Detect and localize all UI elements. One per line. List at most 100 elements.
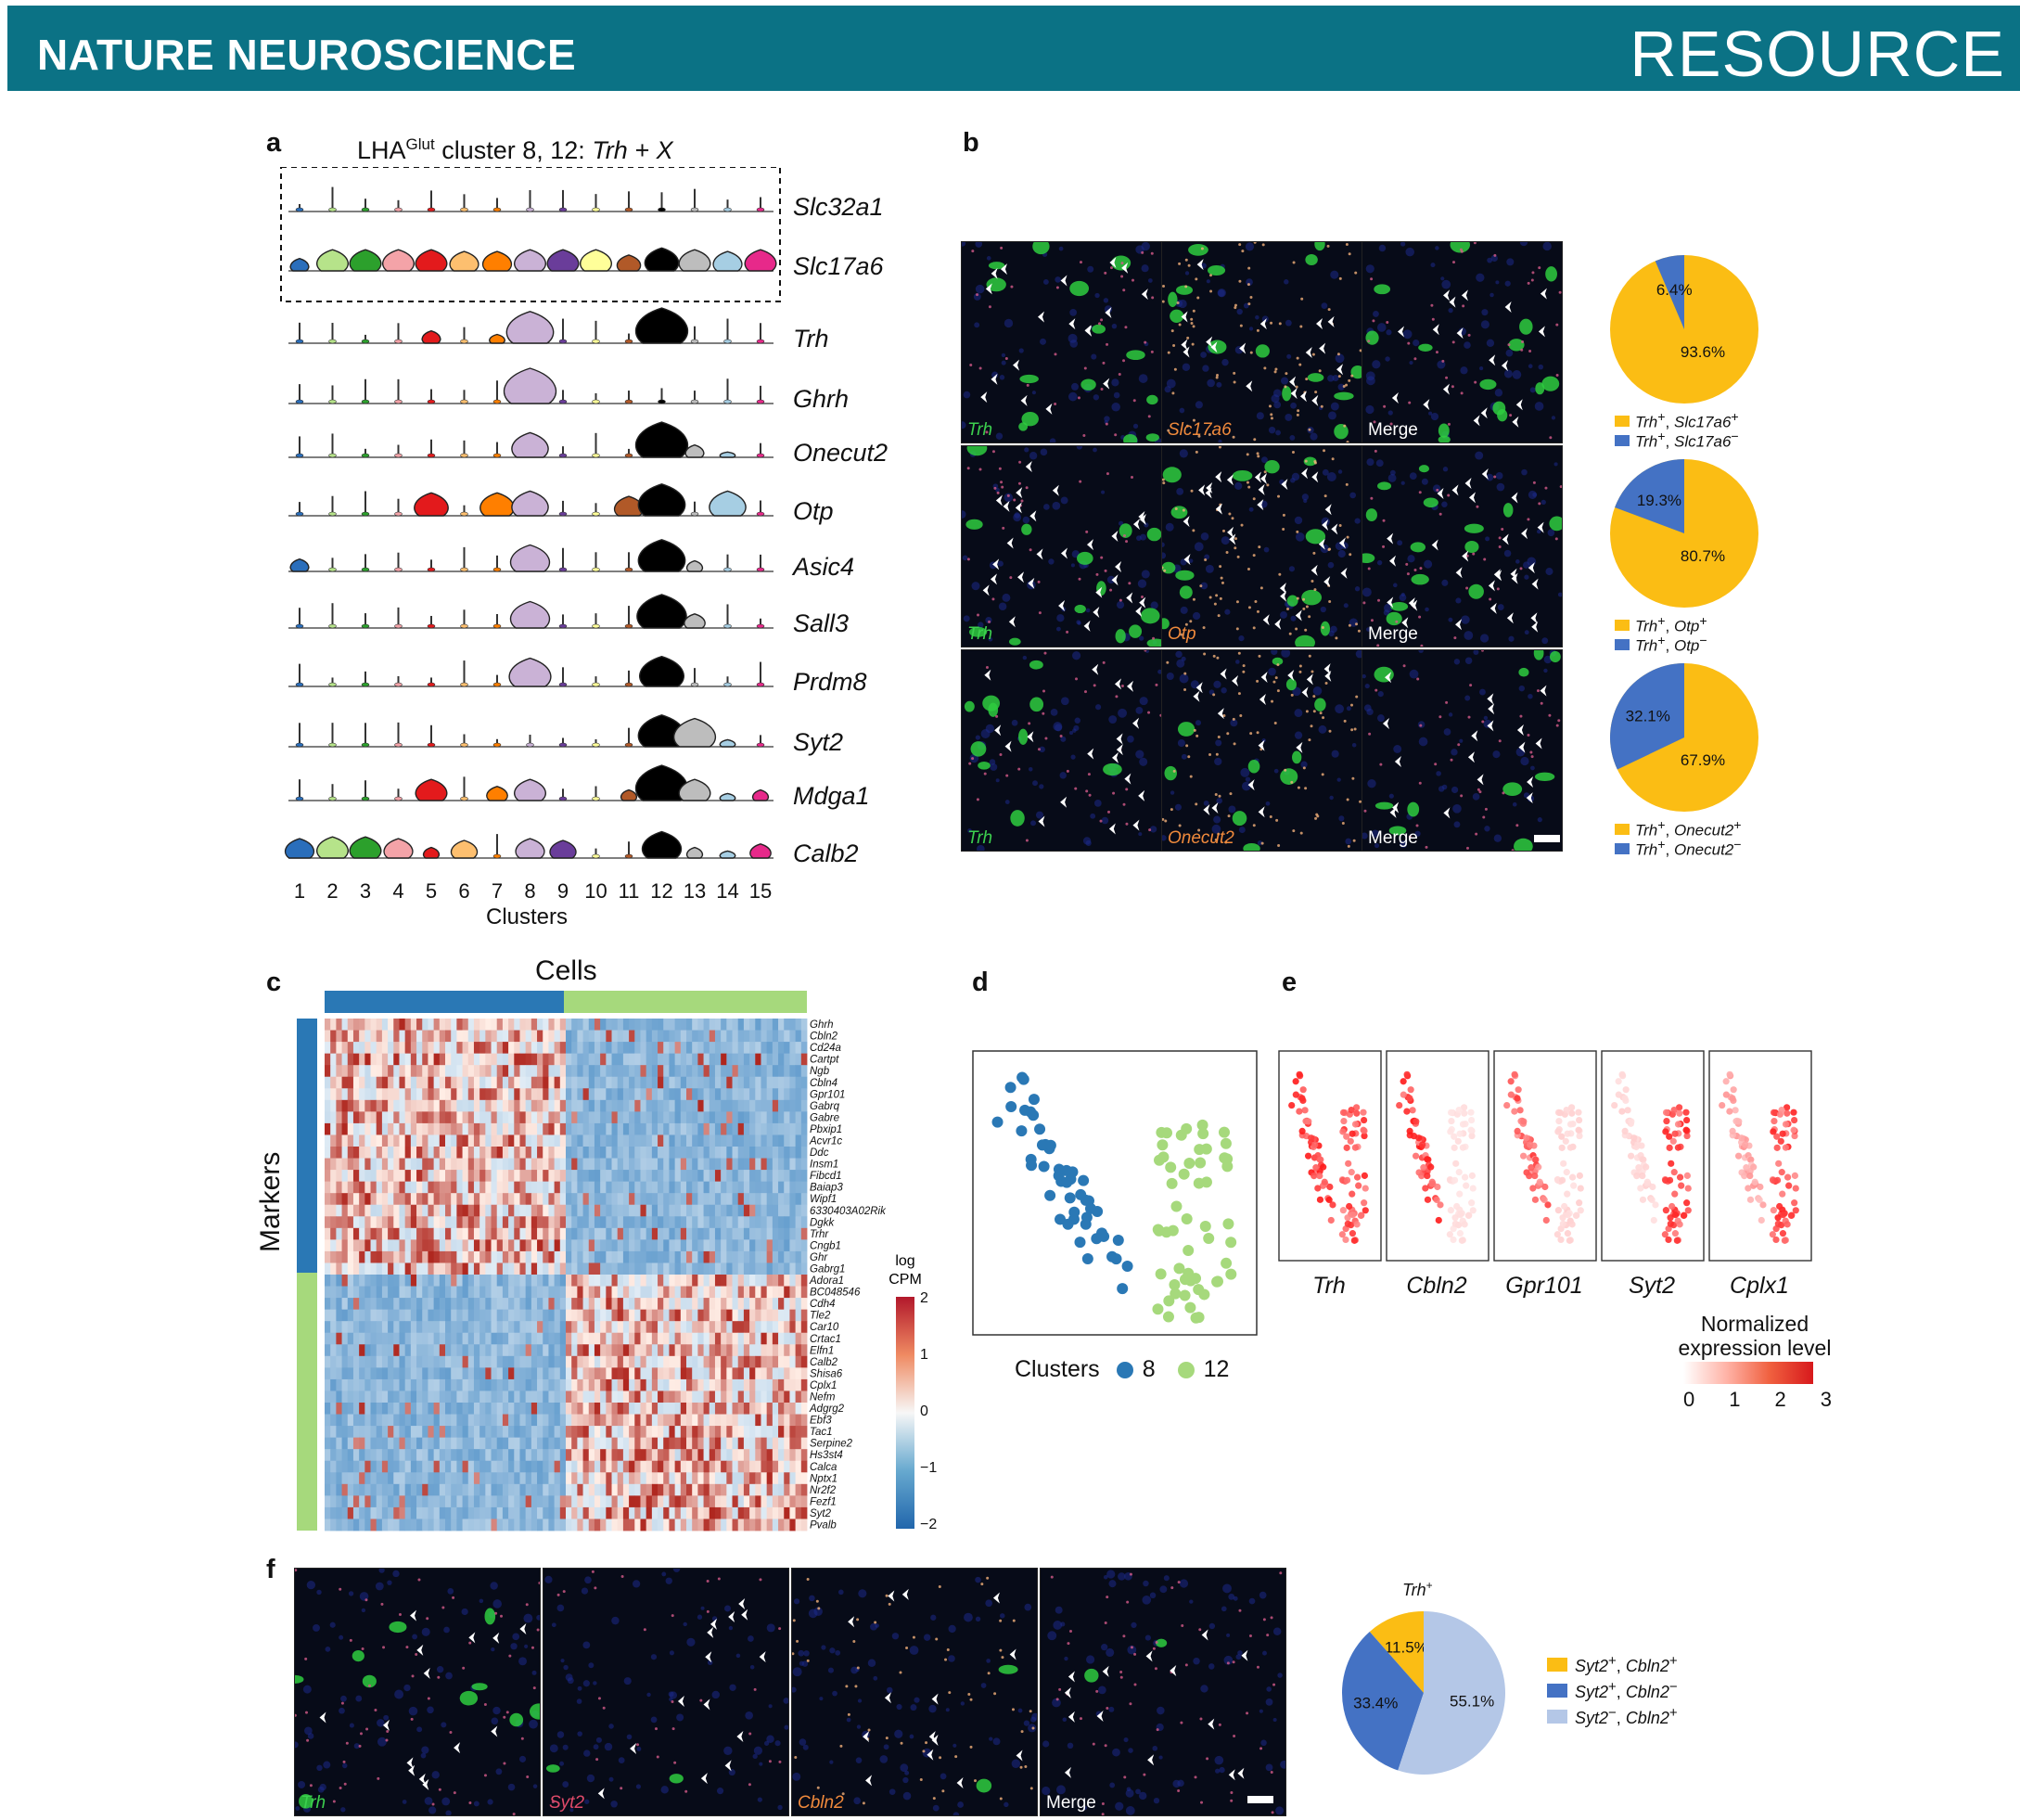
scatter-point-cluster-12 [1191, 1313, 1202, 1324]
micrograph-label: Merge [1368, 624, 1418, 645]
legend-swatch [1547, 1658, 1567, 1672]
violin-shape [290, 559, 309, 571]
heatmap-gene-label: Gabre [810, 1112, 839, 1123]
micrograph-image: Slc17a6 [1161, 241, 1362, 443]
heatmap-gene-label: Pvalb [810, 1519, 837, 1531]
scatter-point-cluster-12 [1156, 1127, 1167, 1138]
violin-shape [750, 844, 771, 858]
legend-swatch [1615, 843, 1630, 854]
scatter-point-cluster-8 [1078, 1175, 1089, 1186]
expression-scale-bar [1683, 1362, 1813, 1384]
micrograph-label: Merge [1046, 1793, 1096, 1814]
violin-shape [512, 432, 548, 457]
scatter-point-cluster-12 [1181, 1123, 1192, 1134]
micrograph-label: Syt2 [549, 1793, 584, 1814]
violin-shape [510, 602, 549, 629]
violin-gene-label: Calb2 [793, 840, 859, 868]
legend-label-8: 8 [1143, 1356, 1156, 1383]
scatter-point-cluster-8 [1005, 1082, 1016, 1093]
scatter-point-cluster-8 [1068, 1207, 1080, 1218]
violin-shape [415, 493, 448, 516]
scatter-point-cluster-8 [1016, 1071, 1028, 1083]
cells-bar-cluster-12 [564, 991, 807, 1013]
micrograph-image: Merge [1362, 649, 1563, 852]
pie-label-negative: 32.1% [1626, 708, 1670, 725]
heatmap-gene-label: Gabrg1 [810, 1263, 845, 1275]
legend-swatch [1615, 620, 1630, 631]
scatter-point-cluster-12 [1179, 1169, 1190, 1180]
cluster-tick-label: 11 [619, 879, 640, 903]
colorbar-tick: 2 [920, 1290, 928, 1306]
legend-swatch [1615, 639, 1630, 650]
heatmap-side-label: Markers [255, 1152, 287, 1252]
legend-text: Trh+, Onecut2− [1635, 838, 1742, 860]
heatmap-gene-label: Dgkk [810, 1217, 835, 1228]
violin-shape [317, 250, 349, 271]
violin-shape [687, 561, 703, 571]
cluster-tick-label: 15 [749, 879, 772, 903]
violin-shape [710, 491, 746, 516]
scatter-point-cluster-12 [1163, 1311, 1174, 1322]
scatter-point-cluster-8 [1025, 1107, 1036, 1118]
micrograph-label: Onecut2 [1168, 828, 1234, 849]
micrograph-image: Merge [1040, 1568, 1286, 1816]
heatmap: GhrhCbln2Cd24aCartptNgbCbln4Gpr101GabrqG… [297, 991, 965, 1533]
scatter-point-cluster-8 [1045, 1140, 1056, 1151]
violin-shape [422, 331, 441, 343]
scale-bar [1534, 835, 1560, 842]
scatter-point-cluster-12 [1156, 1268, 1167, 1279]
heatmap-gene-label: Hs3st4 [810, 1450, 843, 1461]
violin-shape [512, 491, 548, 516]
violin-gene-label: Ghrh [793, 385, 849, 414]
heatmap-gene-label: Nptx1 [810, 1473, 837, 1484]
pie-label-negative: 6.4% [1656, 281, 1693, 299]
scatter-point-cluster-8 [1039, 1161, 1050, 1173]
scatter-point-cluster-8 [1092, 1206, 1103, 1217]
heatmap-colorbar [896, 1297, 914, 1529]
heatmap-gene-label: Serpine2 [810, 1439, 853, 1450]
heatmap-gene-label: Wipf1 [810, 1194, 837, 1205]
heatmap-gene-label: Acvr1c [809, 1135, 842, 1147]
expression-gene-label: Trh [1312, 1273, 1346, 1299]
cluster-tick-label: 2 [326, 879, 338, 903]
violin-gene-label: Trh [793, 325, 829, 353]
pie-legend-item: Trh+, Slc17a6− [1615, 429, 1739, 452]
f-legend-item: Syt2+, Cbln2− [1547, 1679, 1678, 1702]
heatmap-gene-label: Cdh4 [810, 1299, 836, 1310]
cluster-tick-label: 4 [392, 879, 403, 903]
legend-text: Syt2−, Cbln2+ [1575, 1705, 1678, 1728]
violin-shape [635, 422, 687, 457]
violin-shape [450, 251, 479, 271]
violin-shape [416, 250, 447, 271]
scatter-point-cluster-8 [1082, 1253, 1093, 1264]
scatter-point-cluster-12 [1165, 1161, 1176, 1173]
legend-swatch [1615, 416, 1630, 427]
violin-shape [679, 250, 710, 271]
scatter-point-cluster-12 [1222, 1218, 1234, 1229]
pie-legend-item: Trh+, Otp− [1615, 634, 1707, 656]
legend-text: Syt2+, Cbln2+ [1575, 1653, 1678, 1676]
violin-shape [290, 259, 309, 271]
pie-chart: 93.6%6.4% [1605, 250, 1763, 408]
heatmap-gene-label: Cplx1 [810, 1380, 837, 1391]
scatter-point-cluster-8 [1054, 1164, 1065, 1175]
colorbar-tick: −1 [920, 1460, 937, 1476]
violin-gene-label: Syt2 [793, 728, 843, 757]
scatter-point-cluster-8 [1117, 1283, 1128, 1294]
micrograph-label: Trh [300, 1793, 326, 1814]
expression-scale-title: Normalized expression level [1616, 1312, 1894, 1360]
heatmap-gene-label: Ebf3 [810, 1416, 832, 1427]
cluster-tick-label: 8 [524, 879, 535, 903]
violin-shape [490, 335, 505, 344]
legend-dot-12 [1178, 1362, 1195, 1378]
scatter-point-cluster-12 [1170, 1200, 1182, 1211]
heatmap-gene-label: Crtac1 [810, 1334, 841, 1345]
scatter-point-cluster-12 [1173, 1262, 1184, 1274]
scatter-point-cluster-12 [1195, 1158, 1206, 1169]
violin-shape [350, 250, 381, 271]
cluster-tick-label: 3 [360, 879, 371, 903]
violin-shape [638, 540, 684, 571]
heatmap-gene-label: BC048546 [810, 1288, 861, 1299]
